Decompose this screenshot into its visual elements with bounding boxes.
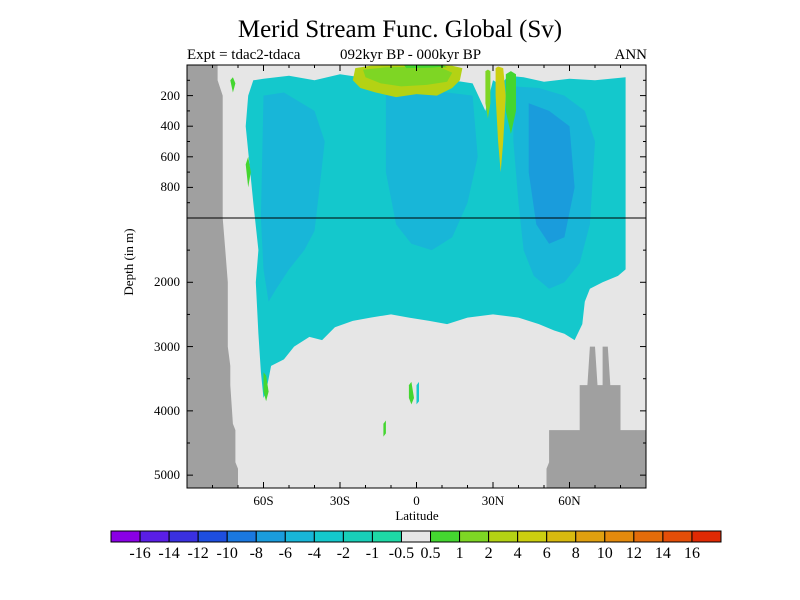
colorbar-label: 8: [571, 545, 580, 562]
x-axis-label: Latitude: [395, 508, 439, 523]
colorbar-swatch: [546, 530, 577, 543]
tropical-surface-core: [363, 66, 453, 87]
colorbar-label: 1: [455, 545, 464, 562]
colorbar-swatch: [459, 530, 490, 543]
northern-land-boundary: [546, 346, 646, 488]
y-tick-label: 600: [160, 148, 181, 164]
colorbar-label: 4: [513, 545, 522, 562]
colorbar-label: -16: [129, 545, 151, 562]
colorbar-label: -10: [216, 545, 238, 562]
x-tick-label: 30N: [481, 493, 505, 508]
colorbar-label: -14: [158, 545, 180, 562]
colorbar-label: -4: [307, 545, 321, 562]
y-tick-label: 400: [160, 118, 181, 134]
subtropical-jet-secondary: [485, 69, 491, 119]
colorbar-label: -12: [187, 545, 209, 562]
chart-title: Merid Stream Func. Global (Sv): [237, 16, 563, 43]
colorbar-label: 10: [596, 545, 613, 562]
y-tick-label: 2000: [154, 274, 180, 290]
y-axis-label: Depth (in m): [121, 228, 136, 296]
colorbar-swatch: [691, 530, 722, 543]
season-label: ANN: [614, 47, 648, 63]
colorbar-label: -8: [249, 545, 263, 562]
x-tick-label: 60N: [558, 493, 581, 508]
colorbar-label: -0.5: [388, 545, 415, 562]
colorbar-label: 14: [654, 545, 671, 562]
y-tick-label: 4000: [154, 402, 180, 418]
colorbar-label: 2: [484, 545, 493, 562]
colorbar-swatch: [371, 530, 402, 543]
subtropical-jet-flank: [505, 71, 516, 134]
positive-patch-3: [263, 372, 269, 402]
colorbar-swatch: [284, 530, 315, 543]
positive-patch-2: [245, 156, 251, 188]
colorbar-swatch: [604, 530, 635, 543]
experiment-label: Expt = tdac2-tdaca: [187, 47, 301, 63]
positive-patch-1: [230, 77, 236, 93]
colorbar-swatch: [430, 530, 461, 543]
colorbar-label: -6: [278, 545, 292, 562]
colorbar-swatch: [400, 530, 432, 543]
time-range-label: 092kyr BP - 000kyr BP: [340, 47, 482, 63]
colorbar-label: 6: [542, 545, 551, 562]
colorbar-swatch: [226, 530, 257, 543]
southern-land-boundary: [187, 65, 238, 488]
colorbar-swatch: [633, 530, 664, 543]
y-tick-label: 3000: [154, 338, 180, 354]
north-atlantic-cell: [528, 103, 575, 244]
colorbar-swatch: [488, 530, 519, 543]
colorbar-swatch: [110, 530, 141, 543]
colorbar-swatch: [255, 530, 286, 543]
colorbar-label: 0.5: [420, 545, 441, 562]
colorbar-swatch: [517, 530, 548, 543]
colorbar-swatch: [168, 530, 199, 543]
x-tick-label: 30S: [329, 493, 351, 508]
colorbar-label: 12: [625, 545, 642, 562]
colorbar-label: -2: [336, 545, 351, 562]
near-surface-strip: [403, 65, 448, 69]
colorbar-swatch: [342, 530, 373, 543]
y-tick-label: 200: [160, 87, 181, 103]
colorbar-label: 16: [683, 545, 700, 562]
colorbar-label: -1: [365, 545, 380, 562]
colorbar-swatch: [313, 530, 344, 543]
colorbar-swatch: [662, 530, 693, 543]
intermediate-cell-equatorial: [385, 86, 478, 251]
subtropical-jet: [495, 66, 506, 173]
colorbar-swatch: [575, 530, 606, 543]
x-tick-label: 0: [413, 493, 420, 508]
y-tick-label: 800: [160, 179, 181, 195]
y-tick-label: 5000: [154, 467, 180, 483]
intermediate-cell-south: [260, 92, 325, 302]
positive-patch-4: [408, 381, 414, 405]
x-tick-label: 60S: [253, 493, 274, 508]
colorbar-swatch: [139, 530, 170, 543]
negative-patch-deep: [416, 381, 419, 405]
positive-patch-5: [383, 420, 386, 437]
colorbar-swatch: [197, 530, 228, 543]
